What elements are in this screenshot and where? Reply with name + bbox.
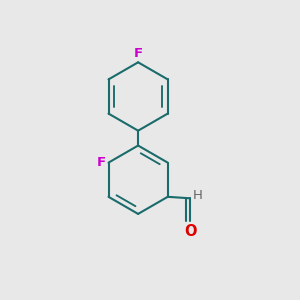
Text: F: F [134,47,143,60]
Text: O: O [184,224,196,238]
Text: H: H [193,189,203,203]
Text: F: F [97,156,106,169]
